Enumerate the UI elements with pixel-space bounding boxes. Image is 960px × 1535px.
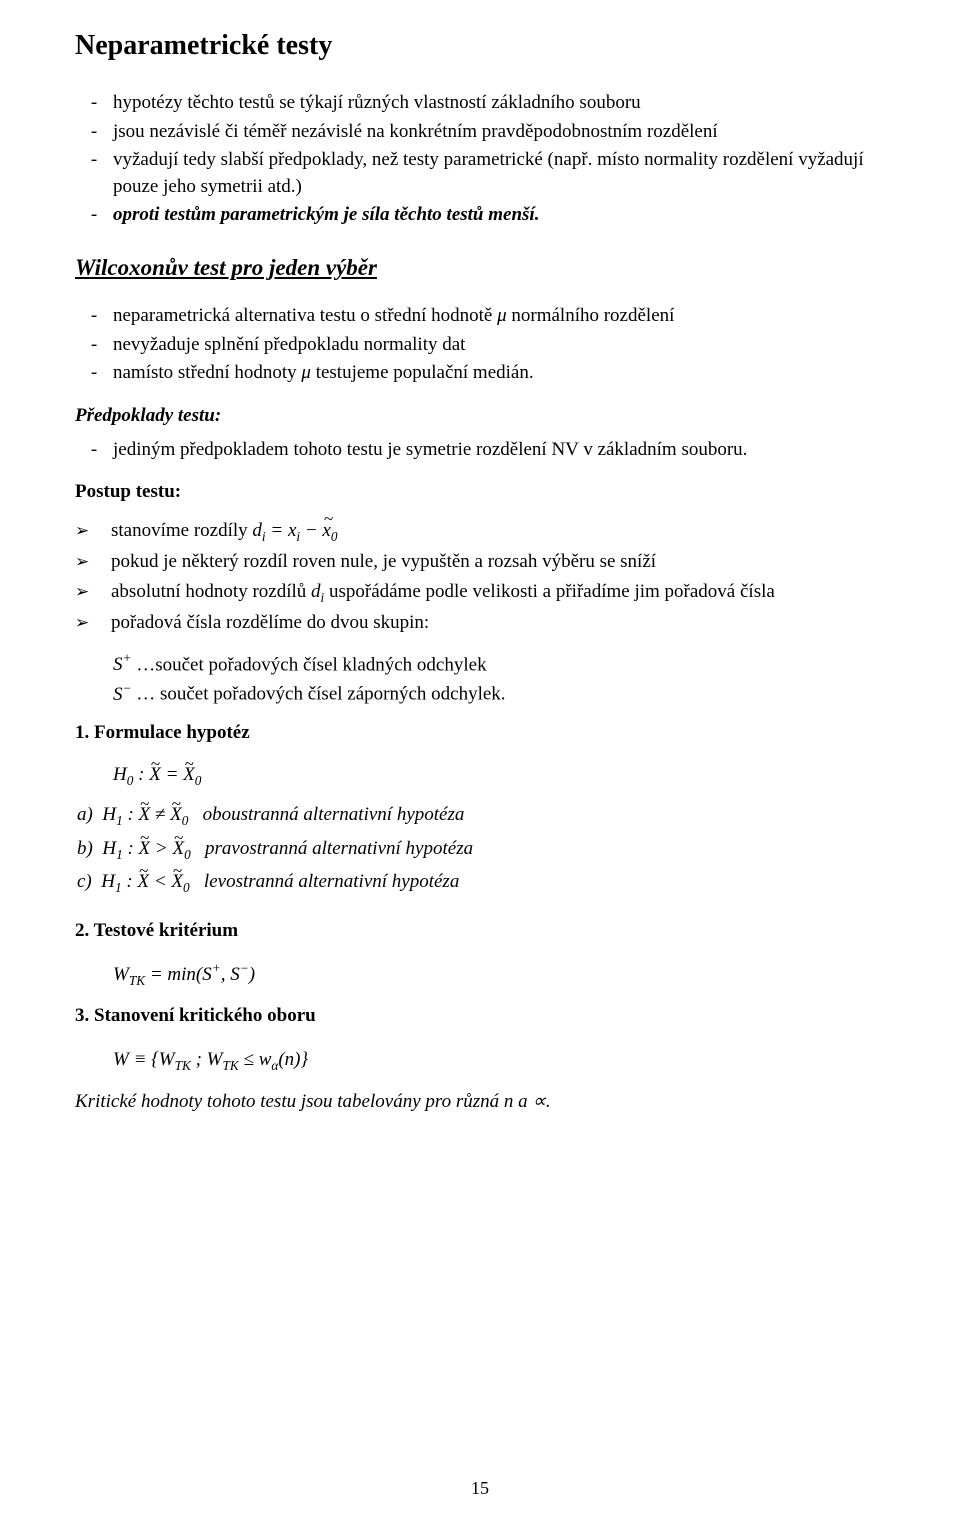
critical-region-formula: W ≡ {WTK ; WTK ≤ wα(n)} — [113, 1045, 885, 1076]
list-item: - jsou nezávislé či téměř nezávislé na k… — [75, 119, 885, 146]
list-item: - neparametrická alternativa testu o stř… — [75, 303, 885, 330]
hyp-b: b) H1 : ~X > ~X0 pravostranná alternativ… — [77, 833, 885, 866]
list-item: - nevyžaduje splnění předpokladu normali… — [75, 332, 885, 359]
text: uspořádáme podle velikosti a přiřadíme j… — [329, 581, 775, 602]
wilcoxon-text-2: nevyžaduje splnění předpokladu normality… — [113, 332, 885, 359]
formula-di: di = xi − ~x0 — [252, 520, 337, 541]
bullet-icon: - — [75, 147, 113, 200]
bullet-icon: - — [75, 360, 113, 387]
step-2-heading: 2. Testové kritérium — [75, 920, 885, 942]
list-item: - oproti testům parametrickým je síla tě… — [75, 202, 885, 229]
assumptions-heading: Předpoklady testu: — [75, 405, 885, 427]
page-number: 15 — [0, 1478, 960, 1499]
procedure-heading: Postup testu: — [75, 481, 885, 503]
hyp-b-text: pravostranná alternativní hypotéza — [205, 838, 473, 859]
text: neparametrická alternativa testu o střed… — [113, 305, 492, 326]
text: stanovíme rozdíly — [111, 520, 252, 541]
proc-text-2: pokud je některý rozdíl roven nule, je v… — [111, 548, 885, 576]
bullet-icon: - — [75, 437, 113, 464]
step-3-heading: 3. Stanovení kritického oboru — [75, 1005, 885, 1027]
formula-di-abs: di — [311, 581, 329, 602]
bullet-icon: - — [75, 303, 113, 330]
intro-text-4: oproti testům parametrickým je síla těch… — [113, 202, 885, 229]
hyp-a-formula: a) H1 : ~X ≠ ~X0 — [77, 804, 188, 825]
intro-text-3: vyžadují tedy slabší předpoklady, než te… — [113, 147, 885, 200]
hyp-a-text: oboustranná alternativní hypotéza — [203, 804, 465, 825]
lt-symbol: < — [154, 871, 167, 892]
list-item: - namísto střední hodnoty μ testujeme po… — [75, 360, 885, 387]
wilcoxon-text-1: neparametrická alternativa testu o střed… — [113, 303, 885, 330]
h0-formula: H0 : ~X = ~X0 — [113, 760, 885, 791]
list-item: - jediným předpokladem tohoto testu je s… — [75, 437, 885, 464]
split-plus: S+ …součet pořadových čísel kladných odc… — [113, 649, 885, 679]
s-plus-symbol: S+ — [113, 654, 131, 675]
arrow-icon: ➢ — [75, 548, 111, 576]
assumption-text: jediným předpokladem tohoto testu je sym… — [113, 437, 885, 464]
mu-symbol: μ — [301, 362, 311, 383]
bullet-icon: - — [75, 90, 113, 117]
intro-list: - hypotézy těchto testů se týkají různýc… — [75, 90, 885, 229]
text: absolutní hodnoty rozdílů — [111, 581, 311, 602]
intro-text-2: jsou nezávislé či téměř nezávislé na kon… — [113, 119, 885, 146]
h0: H0 : ~X = ~X0 — [113, 764, 201, 785]
proc-text-1: stanovíme rozdíly di = xi − ~x0 — [111, 517, 885, 546]
bullet-icon: - — [75, 332, 113, 359]
wilcoxon-text-3: namísto střední hodnoty μ testujeme popu… — [113, 360, 885, 387]
list-item: ➢ absolutní hodnoty rozdílů di uspořádám… — [75, 578, 885, 607]
assumptions-list: - jediným předpokladem tohoto testu je s… — [75, 437, 885, 464]
criterion-formula: WTK = min(S+, S−) — [113, 958, 885, 991]
hyp-c-formula: c) H1 : ~X < ~X0 — [77, 871, 190, 892]
gt-symbol: > — [155, 838, 168, 859]
intro-text-1: hypotézy těchto testů se týkají různých … — [113, 90, 885, 117]
text: testujeme populační medián. — [316, 362, 534, 383]
hyp-c: c) H1 : ~X < ~X0 levostranná alternativn… — [77, 866, 885, 899]
list-item: - vyžadují tedy slabší předpoklady, než … — [75, 147, 885, 200]
hyp-c-text: levostranná alternativní hypotéza — [204, 871, 459, 892]
section-title: Wilcoxonův test pro jeden výběr — [75, 255, 885, 281]
split-block: S+ …součet pořadových čísel kladných odc… — [113, 649, 885, 709]
arrow-icon: ➢ — [75, 578, 111, 607]
wtk-formula: WTK = min(S+, S−) — [113, 964, 255, 985]
wilcoxon-list: - neparametrická alternativa testu o stř… — [75, 303, 885, 387]
step-1-heading: 1. Formulace hypotéz — [75, 722, 885, 744]
text: …součet pořadových čísel kladných odchyl… — [136, 654, 486, 675]
s-minus-symbol: S− — [113, 684, 131, 705]
list-item: ➢ pokud je některý rozdíl roven nule, je… — [75, 548, 885, 576]
list-item: ➢ stanovíme rozdíly di = xi − ~x0 — [75, 517, 885, 546]
proc-text-3: absolutní hodnoty rozdílů di uspořádáme … — [111, 578, 885, 607]
w-set-formula: W ≡ {WTK ; WTK ≤ wα(n)} — [113, 1049, 308, 1070]
bullet-icon: - — [75, 202, 113, 229]
page-title: Neparametrické testy — [75, 30, 885, 62]
text: … součet pořadových čísel záporných odch… — [136, 684, 505, 705]
procedure-list: ➢ stanovíme rozdíly di = xi − ~x0 ➢ poku… — [75, 517, 885, 636]
bullet-icon: - — [75, 119, 113, 146]
split-minus: S− … součet pořadových čísel záporných o… — [113, 678, 885, 708]
mu-symbol: μ — [497, 305, 507, 326]
arrow-icon: ➢ — [75, 609, 111, 637]
list-item: ➢ pořadová čísla rozdělíme do dvou skupi… — [75, 609, 885, 637]
footnote: Kritické hodnoty tohoto testu jsou tabel… — [75, 1090, 885, 1113]
page: Neparametrické testy - hypotézy těchto t… — [0, 0, 960, 1535]
proc-text-4: pořadová čísla rozdělíme do dvou skupin: — [111, 609, 885, 637]
list-item: - hypotézy těchto testů se týkají různýc… — [75, 90, 885, 117]
arrow-icon: ➢ — [75, 517, 111, 546]
text: normálního rozdělení — [511, 305, 674, 326]
hyp-a: a) H1 : ~X ≠ ~X0 oboustranná alternativn… — [77, 799, 885, 832]
text: namísto střední hodnoty — [113, 362, 297, 383]
